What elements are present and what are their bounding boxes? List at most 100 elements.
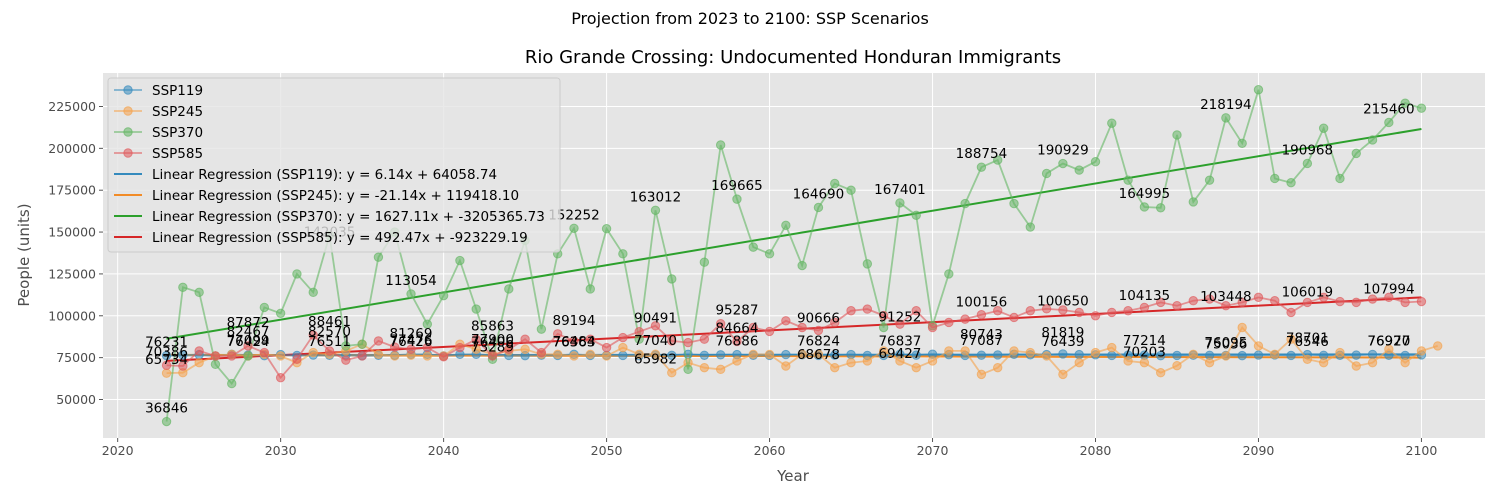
data-point [1367,349,1378,360]
legend-entry: SSP245 [114,104,203,120]
data-point [1074,357,1084,368]
data-point [650,349,661,359]
data-point [161,368,172,378]
legend-entry: Linear Regression (SSP119): y = 6.14x + … [114,167,497,183]
data-point [1286,334,1296,344]
data-point [830,317,840,328]
data-point [732,356,742,366]
data-point [1433,341,1443,351]
data-point [1335,173,1345,184]
data-point [1237,322,1247,333]
data-point [1172,360,1182,371]
data-point [194,346,204,356]
data-label: 95287 [715,303,758,319]
data-point [715,318,726,329]
data-label: 106019 [1282,285,1334,301]
x-tick-label: 2080 [1080,443,1112,458]
data-point [976,162,987,172]
data-point [569,336,579,346]
data-point [1351,297,1361,308]
legend-entry: Linear Regression (SSP585): y = 492.47x … [114,230,528,246]
x-axis-label: Year [776,467,810,485]
data-point [1318,123,1329,133]
data-point [699,257,710,267]
data-point [650,321,661,331]
data-point [259,302,270,313]
data-point [1237,297,1247,308]
data-point [1058,305,1068,315]
data-point [1351,148,1361,159]
data-point [1155,368,1166,378]
data-point [862,259,873,269]
data-point [275,351,286,361]
data-label: 113054 [385,273,437,289]
data-label: 75036 [1204,337,1247,353]
data-point [683,364,693,375]
data-point [1123,356,1133,366]
data-label: 76406 [471,334,514,350]
data-point [487,351,498,361]
y-tick-label: 75000 [56,350,96,365]
data-label: 76837 [878,334,921,350]
legend-box [107,77,561,253]
data-label: 77214 [1123,333,1166,349]
data-point [1318,357,1329,368]
data-point [764,326,775,337]
data-label: 76363 [553,334,596,350]
data-point [944,317,954,328]
data-point [927,356,938,366]
legend: SSP119 SSP245 SSP370 SSP585 Linear Regressio… [107,77,561,253]
data-point [699,334,710,344]
legend-label: SSP370 [152,125,203,141]
data-point [178,350,188,360]
data-point [976,309,987,320]
data-point [634,326,644,337]
data-label: 81819 [1041,325,1084,341]
data-point [1172,130,1182,140]
data-point [699,362,710,373]
data-point [1302,158,1313,169]
data-point [862,304,873,314]
data-point [585,349,595,359]
data-point [1172,300,1182,311]
data-point [993,350,1003,360]
data-label: 76426 [390,334,433,350]
data-label: 76231 [145,335,188,351]
data-point [601,224,612,234]
data-point [830,178,840,189]
data-point [1041,351,1052,361]
data-point [1123,175,1133,185]
data-point [797,260,807,271]
data-point [471,334,481,345]
data-point [797,349,807,359]
data-label: 36846 [145,401,188,417]
data-label: 167401 [874,182,926,198]
y-tick-label: 150000 [48,225,96,240]
data-point [650,205,661,215]
data-label: 69427 [878,346,921,362]
legend-entry: SSP370 [114,125,203,141]
data-point [813,325,824,336]
data-point [797,322,807,333]
data-point [993,306,1003,316]
y-tick-label: 100000 [48,308,96,323]
legend-marker [123,148,133,158]
data-label: 100156 [956,295,1008,311]
data-point [1400,357,1410,368]
data-label: 188754 [956,146,1008,162]
data-point [1302,297,1313,308]
data-point [1221,113,1231,123]
data-label: 76484 [553,334,596,350]
data-point [911,362,921,373]
data-label: 76439 [1041,334,1084,350]
data-point [1416,346,1427,356]
data-point [243,341,253,351]
data-label: 65982 [634,352,677,368]
data-point [1009,312,1019,323]
chart-title: Rio Grande Crossing: Undocumented Hondur… [525,47,1061,68]
y-tick-label: 50000 [56,392,96,407]
data-point [1221,351,1231,361]
data-point [1058,349,1068,359]
data-point [911,210,921,221]
data-point [1416,296,1427,307]
